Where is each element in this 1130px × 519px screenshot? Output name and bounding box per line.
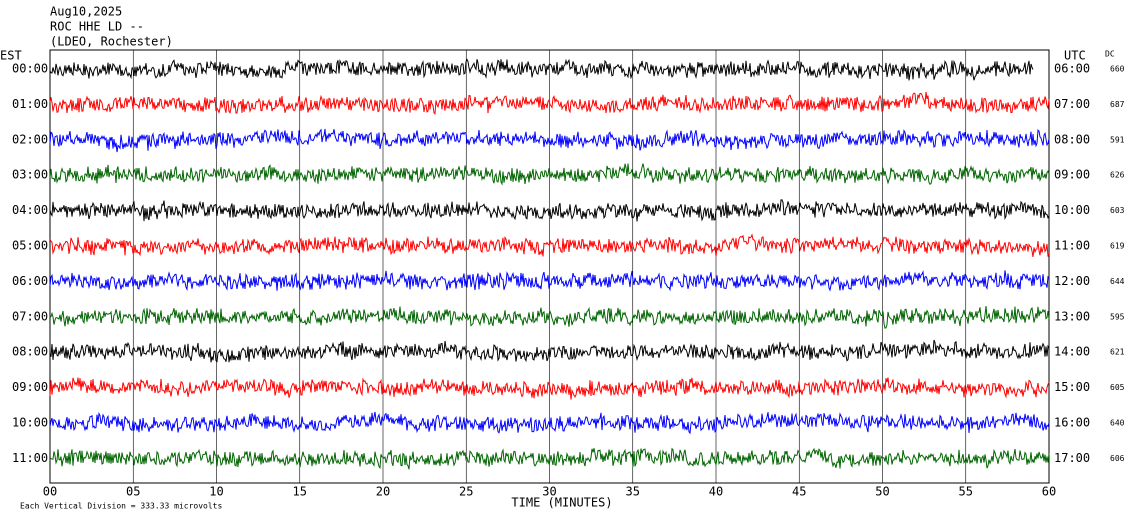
est-label: 11:00 bbox=[12, 451, 48, 465]
x-tick-label: 50 bbox=[875, 485, 889, 499]
trace bbox=[49, 199, 1050, 222]
network: (LDEO, Rochester) bbox=[50, 35, 173, 49]
date: Aug10,2025 bbox=[50, 5, 122, 19]
dc-value: 621 bbox=[1110, 348, 1125, 357]
x-tick-label: 40 bbox=[709, 485, 723, 499]
x-tick-label: 05 bbox=[126, 485, 140, 499]
right-axis-label: UTC bbox=[1064, 49, 1086, 63]
x-tick-label: 30 bbox=[542, 485, 556, 499]
footer: Each Vertical Division = 333.33 microvol… bbox=[20, 502, 222, 511]
x-tick-label: 60 bbox=[1042, 485, 1056, 499]
utc-label: 08:00 bbox=[1054, 132, 1090, 146]
trace bbox=[49, 270, 1050, 292]
est-label: 04:00 bbox=[12, 203, 48, 217]
trace bbox=[49, 339, 1050, 363]
x-tick-label: 25 bbox=[459, 485, 473, 499]
x-tick-label: 00 bbox=[43, 485, 57, 499]
x-tick-label: 55 bbox=[959, 485, 973, 499]
trace bbox=[49, 411, 1050, 435]
left-axis-label: EST bbox=[0, 49, 22, 63]
est-label: 06:00 bbox=[12, 274, 48, 288]
x-tick-label: 35 bbox=[626, 485, 640, 499]
trace bbox=[49, 447, 1050, 470]
x-tick-label: 20 bbox=[376, 485, 390, 499]
dc-value: 640 bbox=[1110, 419, 1125, 428]
est-label: 07:00 bbox=[12, 309, 48, 323]
x-axis-label: TIME (MINUTES) bbox=[511, 496, 612, 510]
est-label: 10:00 bbox=[12, 416, 48, 430]
utc-label: 09:00 bbox=[1054, 168, 1090, 182]
trace bbox=[49, 233, 1050, 258]
dc-value: 606 bbox=[1110, 454, 1125, 463]
utc-label: 10:00 bbox=[1054, 203, 1090, 217]
utc-label: 15:00 bbox=[1054, 380, 1090, 394]
est-label: 05:00 bbox=[12, 239, 48, 253]
utc-label: 13:00 bbox=[1054, 309, 1090, 323]
dc-value: 660 bbox=[1110, 65, 1125, 74]
utc-label: 12:00 bbox=[1054, 274, 1090, 288]
trace bbox=[49, 377, 1050, 400]
station: ROC HHE LD -- bbox=[50, 20, 144, 34]
trace bbox=[49, 306, 1050, 329]
trace bbox=[49, 91, 1050, 115]
dc-value: 687 bbox=[1110, 100, 1125, 109]
dc-label: DC bbox=[1105, 50, 1115, 59]
dc-value: 595 bbox=[1110, 312, 1125, 321]
est-label: 00:00 bbox=[12, 62, 48, 76]
est-label: 01:00 bbox=[12, 97, 48, 111]
x-tick-label: 10 bbox=[209, 485, 223, 499]
utc-label: 14:00 bbox=[1054, 345, 1090, 359]
utc-label: 06:00 bbox=[1054, 62, 1090, 76]
est-label: 09:00 bbox=[12, 380, 48, 394]
trace bbox=[49, 58, 1034, 81]
dc-value: 644 bbox=[1110, 277, 1125, 286]
utc-label: 17:00 bbox=[1054, 451, 1090, 465]
utc-label: 07:00 bbox=[1054, 97, 1090, 111]
utc-label: 16:00 bbox=[1054, 416, 1090, 430]
est-label: 08:00 bbox=[12, 345, 48, 359]
utc-label: 11:00 bbox=[1054, 239, 1090, 253]
est-label: 03:00 bbox=[12, 168, 48, 182]
x-tick-label: 15 bbox=[293, 485, 307, 499]
dc-value: 591 bbox=[1110, 135, 1125, 144]
trace bbox=[49, 128, 1050, 153]
dc-value: 619 bbox=[1110, 242, 1125, 251]
trace bbox=[49, 163, 1050, 186]
dc-value: 605 bbox=[1110, 383, 1125, 392]
dc-value: 626 bbox=[1110, 171, 1125, 180]
dc-value: 603 bbox=[1110, 206, 1125, 215]
est-label: 02:00 bbox=[12, 132, 48, 146]
x-tick-label: 45 bbox=[792, 485, 806, 499]
